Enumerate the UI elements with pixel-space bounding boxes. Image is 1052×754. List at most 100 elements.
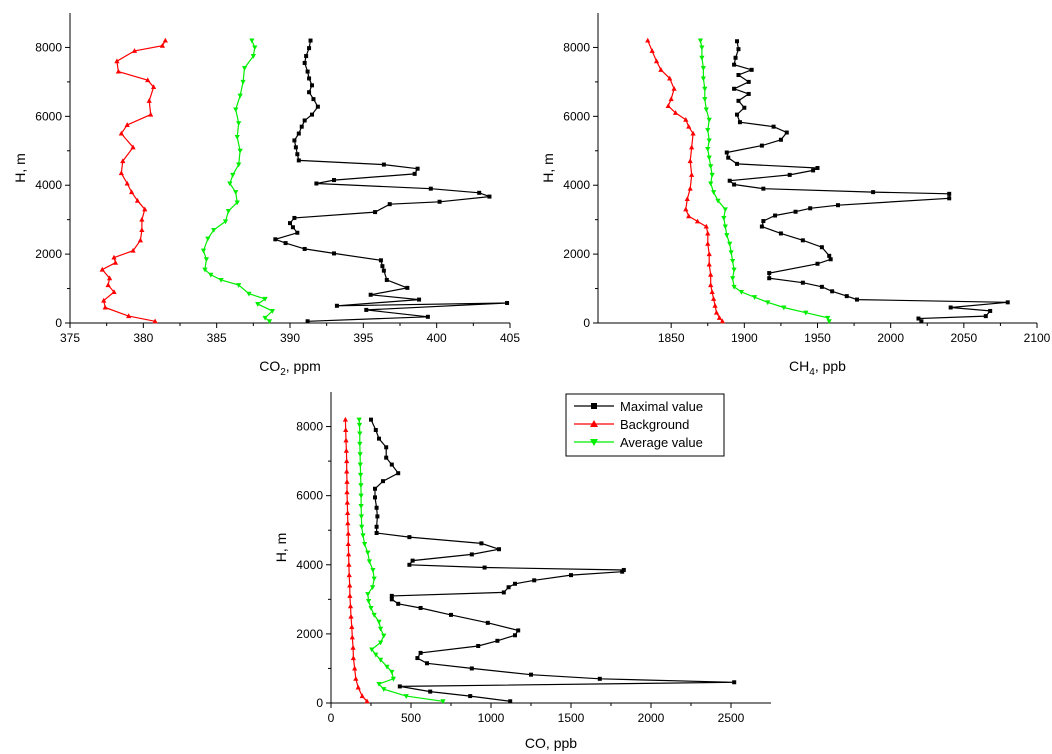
data-point — [778, 137, 783, 142]
data-point — [415, 166, 420, 171]
data-point — [299, 124, 304, 129]
data-point — [771, 124, 776, 129]
series-line-background — [344, 419, 368, 702]
data-point — [437, 199, 442, 204]
x-tick-label: 1950 — [804, 331, 831, 345]
data-point — [346, 551, 352, 557]
y-tick-label: 0 — [583, 316, 590, 330]
data-point — [706, 117, 712, 123]
data-point — [359, 693, 365, 699]
data-point — [793, 209, 798, 214]
data-point — [727, 178, 732, 183]
legend-label-maximal: Maximal value — [620, 399, 703, 414]
data-point — [700, 76, 706, 82]
data-point — [218, 277, 224, 283]
data-point — [344, 499, 350, 505]
data-point — [844, 294, 849, 299]
data-point — [513, 633, 517, 638]
data-point — [314, 181, 319, 186]
data-point — [111, 289, 117, 294]
data-point — [293, 145, 298, 150]
data-point — [417, 297, 422, 302]
data-point — [667, 75, 673, 81]
data-point — [508, 699, 513, 704]
data-point — [366, 599, 372, 604]
data-point — [497, 547, 501, 552]
data-point — [689, 144, 695, 150]
data-point — [101, 297, 107, 303]
data-point — [732, 86, 737, 91]
data-point — [369, 417, 373, 422]
data-point — [262, 296, 268, 302]
data-point — [356, 422, 363, 428]
data-point — [364, 307, 369, 312]
data-point — [346, 572, 352, 578]
data-point — [118, 130, 124, 136]
data-point — [403, 694, 409, 699]
data-point — [315, 104, 320, 109]
data-point — [378, 626, 384, 632]
data-point — [694, 218, 701, 224]
data-point — [683, 116, 689, 122]
data-point — [731, 284, 737, 290]
data-point — [234, 135, 240, 140]
y-axis-title: H, m — [12, 153, 28, 183]
data-point — [305, 69, 310, 74]
data-point — [295, 230, 300, 235]
data-point — [735, 112, 740, 117]
data-point — [733, 55, 738, 60]
data-point — [711, 190, 717, 195]
data-point — [126, 313, 132, 319]
data-point — [722, 224, 728, 230]
data-point — [370, 567, 376, 573]
data-point — [687, 158, 693, 164]
data-point — [381, 479, 385, 484]
data-point — [482, 565, 487, 570]
series-line-maximal-value — [273, 40, 508, 322]
series-maximal-value — [273, 38, 510, 324]
data-point — [495, 638, 500, 643]
data-point — [389, 462, 394, 467]
data-point — [761, 219, 766, 224]
x-tick-label: 2000 — [638, 711, 665, 725]
data-point — [389, 669, 395, 675]
data-point — [344, 458, 350, 464]
data-point — [371, 576, 377, 582]
data-point — [988, 308, 993, 313]
data-point — [803, 310, 809, 316]
data-point — [358, 472, 364, 478]
data-point — [373, 495, 377, 500]
y-axis-title: H, m — [273, 533, 289, 563]
series-line-average-value — [358, 419, 444, 702]
data-point — [767, 271, 772, 276]
data-point — [706, 138, 712, 144]
data-point — [349, 624, 355, 629]
data-point — [205, 236, 211, 242]
data-point — [703, 223, 709, 229]
data-point — [800, 238, 805, 243]
data-point — [732, 680, 737, 685]
data-point — [266, 319, 273, 325]
data-point — [784, 130, 789, 135]
data-point — [418, 650, 423, 655]
data-point — [211, 228, 217, 233]
data-point — [292, 138, 297, 143]
x-tick-label: 385 — [207, 331, 227, 345]
data-point — [948, 305, 953, 310]
data-point — [370, 585, 376, 591]
data-point — [381, 633, 387, 639]
data-point — [345, 510, 351, 515]
x-axis-title: CO2, ppm — [259, 358, 321, 378]
data-point — [342, 416, 348, 422]
data-point — [374, 505, 379, 510]
data-point — [347, 603, 354, 609]
data-point — [288, 221, 292, 226]
data-point — [295, 152, 300, 157]
data-point — [690, 130, 696, 136]
data-point — [724, 233, 730, 238]
x-tick-label: 500 — [401, 711, 421, 725]
data-point — [665, 103, 671, 108]
data-point — [369, 647, 375, 653]
data-point — [246, 291, 252, 297]
data-point — [947, 191, 952, 196]
